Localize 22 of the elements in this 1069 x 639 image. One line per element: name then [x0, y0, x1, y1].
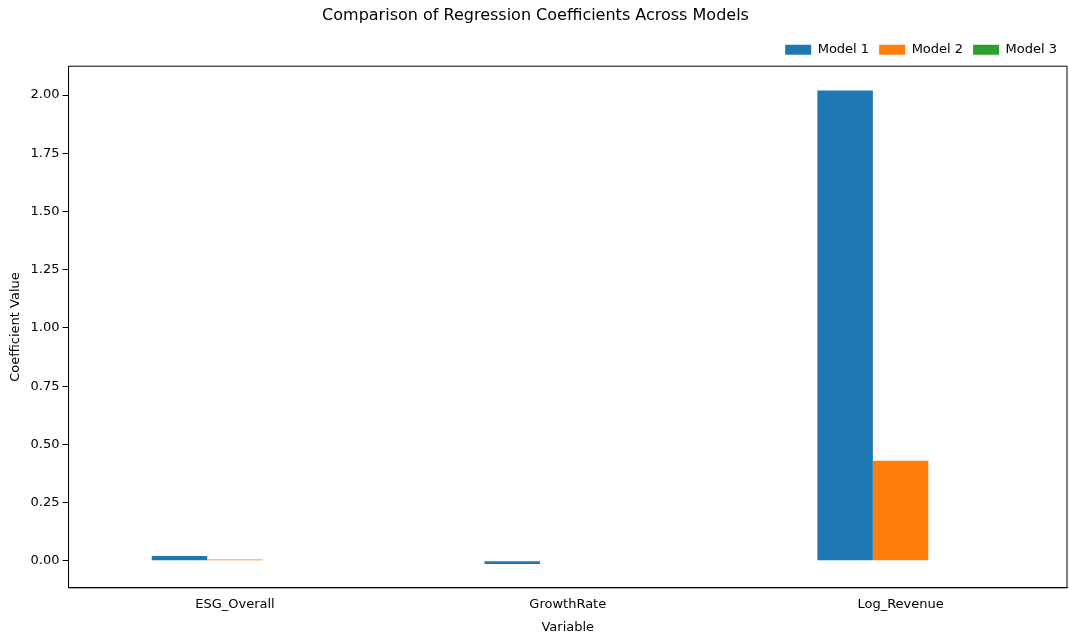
x-axis-title: Variable: [541, 618, 595, 634]
y-tick-label: 1.75: [30, 144, 60, 160]
legend-label: Model 2: [911, 41, 964, 57]
legend-label: Model 1: [817, 41, 870, 57]
y-tick-label: 2.00: [30, 86, 60, 102]
bar: [484, 561, 541, 565]
legend-label: Model 3: [1005, 41, 1057, 57]
y-tick-label: 0.50: [30, 435, 60, 451]
x-tick-label: GrowthRate: [529, 595, 607, 611]
chart-title: Comparison of Regression Coefficients Across Models: [322, 4, 749, 24]
x-tick-label: Log_Revenue: [857, 595, 944, 611]
y-tick-label: 1.00: [30, 319, 60, 335]
y-tick-label: 1.50: [30, 202, 60, 218]
bar: [872, 460, 929, 561]
y-tick-label: 1.25: [30, 261, 60, 277]
y-tick-label: 0.25: [30, 493, 60, 509]
y-tick-label: 0.75: [30, 377, 60, 393]
bar: [151, 555, 208, 561]
y-tick-label: 0.00: [30, 552, 60, 568]
x-tick-label: ESG_Overall: [195, 595, 275, 611]
y-axis-title: Coefficient Value: [7, 272, 23, 382]
bar: [817, 90, 873, 561]
